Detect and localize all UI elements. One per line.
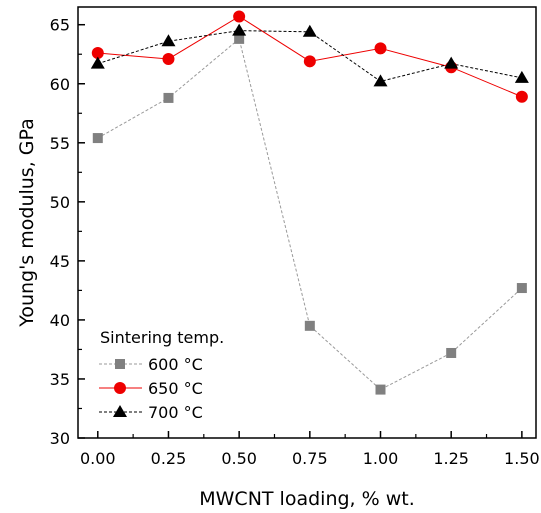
x-tick-label: 1.00 — [363, 449, 399, 468]
x-tick-label: 1.25 — [433, 449, 469, 468]
x-tick-label: 1.50 — [504, 449, 540, 468]
plot-frame — [77, 6, 537, 439]
legend-title: Sintering temp. — [100, 328, 224, 347]
data-point — [91, 47, 104, 60]
x-tick-label: 0.25 — [151, 449, 187, 468]
data-point — [161, 34, 176, 47]
legend-label: 700 °C — [148, 403, 203, 422]
data-point — [444, 56, 459, 69]
data-point — [515, 90, 528, 103]
data-point — [446, 347, 457, 358]
data-point — [514, 70, 529, 83]
data-point — [162, 52, 175, 65]
series-markers — [90, 10, 529, 395]
data-point — [232, 23, 247, 36]
data-point — [233, 10, 246, 23]
legend-marker — [115, 359, 125, 369]
x-tick-label: 0.50 — [221, 449, 257, 468]
data-point — [373, 74, 388, 87]
data-point — [374, 42, 387, 55]
y-tick-label: 65 — [50, 16, 70, 35]
x-axis-label: MWCNT loading, % wt. — [199, 488, 415, 510]
y-tick-label: 60 — [50, 75, 70, 94]
y-tick-label: 45 — [50, 252, 70, 271]
x-tick-label: 0.00 — [80, 449, 116, 468]
data-point — [302, 24, 317, 37]
y-tick-label: 35 — [50, 370, 70, 389]
data-point — [90, 56, 105, 69]
legend-marker — [114, 382, 126, 394]
y-tick-label: 30 — [50, 429, 70, 448]
data-point — [375, 384, 386, 395]
y-tick-label: 55 — [50, 134, 70, 153]
y-axis-label: Young's modulus, GPa — [16, 118, 38, 328]
data-point — [234, 33, 245, 44]
legend-marker — [113, 405, 127, 417]
data-point — [92, 133, 103, 144]
legend-label: 650 °C — [148, 379, 203, 398]
y-tick-label: 50 — [50, 193, 70, 212]
data-point — [304, 320, 315, 331]
data-point — [516, 283, 527, 294]
data-point — [303, 55, 316, 68]
y-tick-label: 40 — [50, 311, 70, 330]
legend-label: 600 °C — [148, 355, 203, 374]
axes: 30 35 40 45 50 55 60 65 0.00 0.25 0.50 0.75 1.00 1.25… — [50, 16, 540, 468]
x-tick-label: 0.75 — [292, 449, 328, 468]
data-point — [163, 92, 174, 103]
legend: Sintering temp. 600 °C 650 °C 700 °C — [99, 328, 224, 422]
